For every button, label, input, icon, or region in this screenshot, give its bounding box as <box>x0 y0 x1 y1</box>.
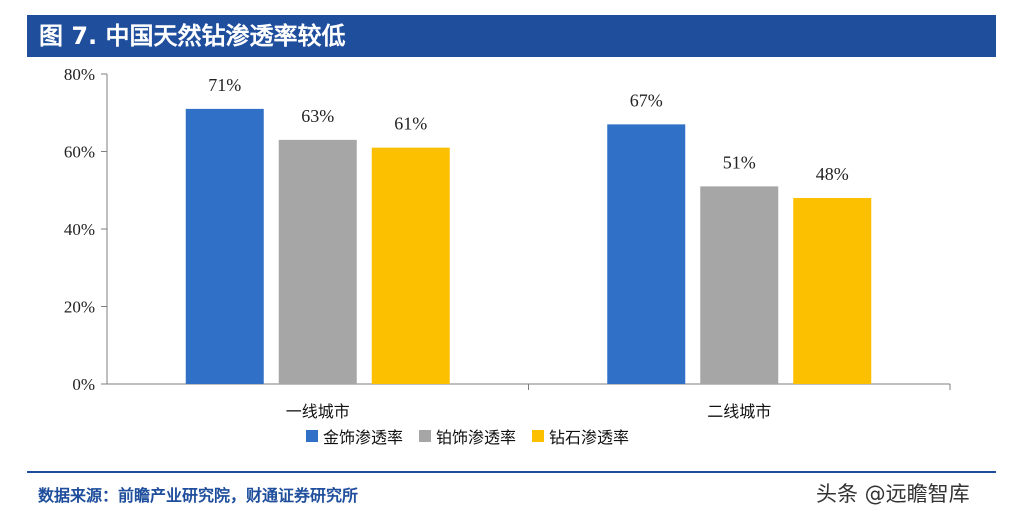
legend: 金饰渗透率 铂饰渗透率 钻石渗透率 <box>306 425 645 447</box>
data-label: 67% <box>630 90 663 110</box>
y-tick-label: 60% <box>64 143 95 162</box>
data-label: 71% <box>208 75 241 95</box>
bar <box>793 198 872 384</box>
bar <box>371 147 450 384</box>
y-tick-label: 40% <box>64 220 95 239</box>
source-note: 数据来源：前瞻产业研究院，财通证券研究所 <box>38 486 359 505</box>
data-label: 51% <box>723 152 756 172</box>
watermark: 头条 @远瞻智库 <box>816 482 970 506</box>
bar-chart: 0% 20% 40% 60% 80% 71% 63% 61% 67% 51% 48% 一线城市 二线… <box>64 65 951 421</box>
footer-rule <box>27 471 996 473</box>
legend-label-gold: 金饰渗透率 <box>323 428 404 447</box>
bar <box>607 124 686 384</box>
title-bar: 图 7. 中国天然钻渗透率较低 <box>27 15 996 57</box>
chart-title: 图 7. 中国天然钻渗透率较低 <box>39 22 346 50</box>
y-tick-label: 20% <box>64 298 95 317</box>
category-label: 二线城市 <box>707 402 771 421</box>
data-label: 48% <box>816 164 849 184</box>
legend-swatch-platinum <box>419 430 432 442</box>
data-label: 63% <box>301 106 334 126</box>
category-label: 一线城市 <box>286 402 350 421</box>
y-tick-label: 0% <box>72 375 95 394</box>
legend-item-gold: 金饰渗透率 <box>306 424 403 448</box>
legend-label-diamond: 钻石渗透率 <box>549 428 630 447</box>
bar <box>700 186 779 384</box>
legend-label-platinum: 铂饰渗透率 <box>436 428 517 447</box>
legend-item-diamond: 钻石渗透率 <box>532 424 629 448</box>
data-label: 61% <box>394 114 427 134</box>
bar <box>278 139 357 384</box>
legend-swatch-gold <box>306 430 318 442</box>
bar <box>185 108 264 384</box>
legend-swatch-diamond <box>532 430 545 442</box>
legend-item-platinum: 铂饰渗透率 <box>419 424 516 448</box>
y-tick-label: 80% <box>64 65 95 84</box>
